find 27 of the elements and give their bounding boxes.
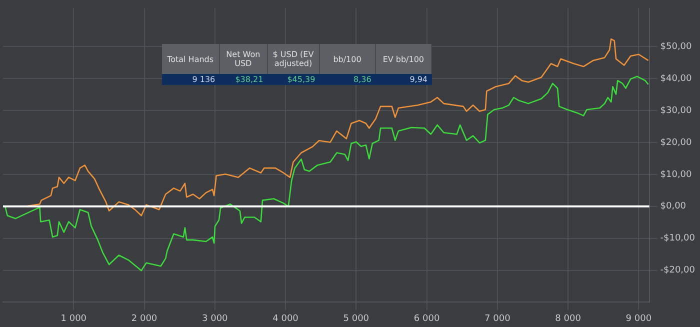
x-tick-label: 8 000 xyxy=(555,314,582,324)
annotation: Total Hands xyxy=(162,44,220,74)
x-tick-label: 4 000 xyxy=(272,314,299,324)
annotation: $ USD (EV adjusted) xyxy=(267,44,320,74)
x-tick-label: 2 000 xyxy=(131,314,158,324)
annotation: 9 136 xyxy=(162,74,220,85)
y-tick-label: $40,00 xyxy=(660,74,692,84)
y-tick-label: $10,00 xyxy=(660,170,692,180)
annotation: $45,39 xyxy=(267,74,320,85)
y-tick-label: $20,00 xyxy=(660,138,692,148)
y-tick-label: $50,00 xyxy=(660,42,692,52)
x-tick-label: 1 000 xyxy=(60,314,87,324)
annotation: $38,21 xyxy=(219,74,268,85)
y-tick-label: -$10,00 xyxy=(660,234,696,244)
x-tick-label: 7 000 xyxy=(484,314,511,324)
y-tick-label: $30,00 xyxy=(660,106,692,116)
x-tick-label: 9 000 xyxy=(626,314,652,324)
x-tick-label: 6 000 xyxy=(414,314,440,324)
annotation: 8,36 xyxy=(319,74,376,85)
x-tick-label: 3 000 xyxy=(202,314,228,324)
y-tick-label: $0,00 xyxy=(660,202,686,212)
annotation: bb/100 xyxy=(319,44,376,74)
annotation: EV bb/100 xyxy=(375,44,432,74)
annotation: 9,94 xyxy=(375,74,432,85)
annotation: Net Won USD xyxy=(219,44,268,74)
y-tick-label: -$20,00 xyxy=(660,266,696,276)
x-tick-label: 5 000 xyxy=(343,314,370,324)
